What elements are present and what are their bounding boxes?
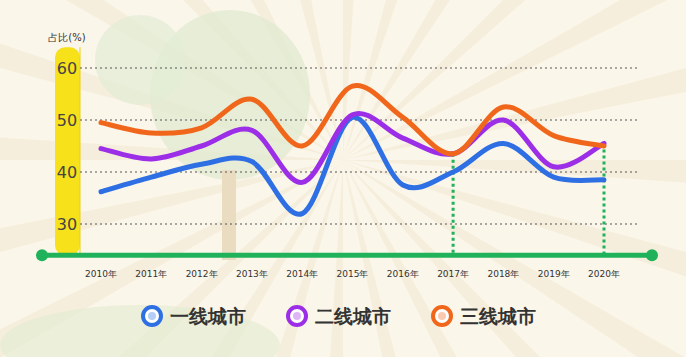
ray	[343, 160, 498, 357]
y-tick-label: 30	[57, 215, 77, 234]
x-axis-line	[42, 253, 652, 258]
y-axis-label: 占比(%)	[48, 32, 85, 43]
series-line	[101, 113, 604, 182]
guide-line	[603, 143, 606, 255]
ray	[343, 0, 676, 160]
chart: 占比(%) 30 40 50 60 2010年 2011年 2012年 2013年 2014年 20…	[0, 0, 686, 357]
x-tick-label: 2017年	[437, 269, 469, 279]
x-tick-label: 2010年	[85, 269, 117, 279]
x-tick-label: 2013年	[236, 269, 268, 279]
y-tick-label: 50	[57, 111, 77, 130]
axis-dot	[36, 249, 48, 261]
ray	[0, 160, 343, 357]
tree	[95, 15, 185, 105]
trunk	[222, 170, 236, 260]
ray	[343, 0, 382, 160]
grid-line	[80, 224, 640, 225]
legend-marker	[288, 307, 306, 325]
grass	[0, 305, 280, 357]
legend: 一线城市 二线城市 三线城市	[143, 305, 536, 327]
x-tick-label: 2011年	[135, 269, 167, 279]
ray	[343, 5, 686, 160]
x-tick-label: 2015年	[337, 269, 369, 279]
legend-marker-inner	[293, 312, 301, 320]
ray	[0, 160, 343, 315]
x-tick-label: 2020年	[588, 269, 620, 279]
x-tick-label: 2016年	[387, 269, 419, 279]
x-tick-label: 2019年	[538, 269, 570, 279]
y-axis-bar	[55, 47, 80, 255]
legend-marker-inner	[148, 312, 156, 320]
legend-marker-inner	[438, 312, 446, 320]
legend-marker	[143, 307, 161, 325]
series-line	[101, 86, 604, 154]
plot-area	[101, 86, 604, 215]
x-tick-label: 2014年	[286, 269, 318, 279]
x-tick-label: 2012年	[186, 269, 218, 279]
y-tick-label: 60	[57, 59, 77, 78]
y-tick-label: 40	[57, 163, 77, 182]
grid-line	[80, 68, 640, 69]
ray	[343, 160, 643, 357]
legend-marker	[433, 307, 451, 325]
legend-label: 二线城市	[315, 305, 391, 327]
legend-label: 三线城市	[460, 305, 536, 327]
background	[0, 0, 686, 357]
legend-label: 一线城市	[170, 305, 246, 327]
axis-dot	[646, 249, 658, 261]
x-tick-label: 2018年	[487, 269, 519, 279]
